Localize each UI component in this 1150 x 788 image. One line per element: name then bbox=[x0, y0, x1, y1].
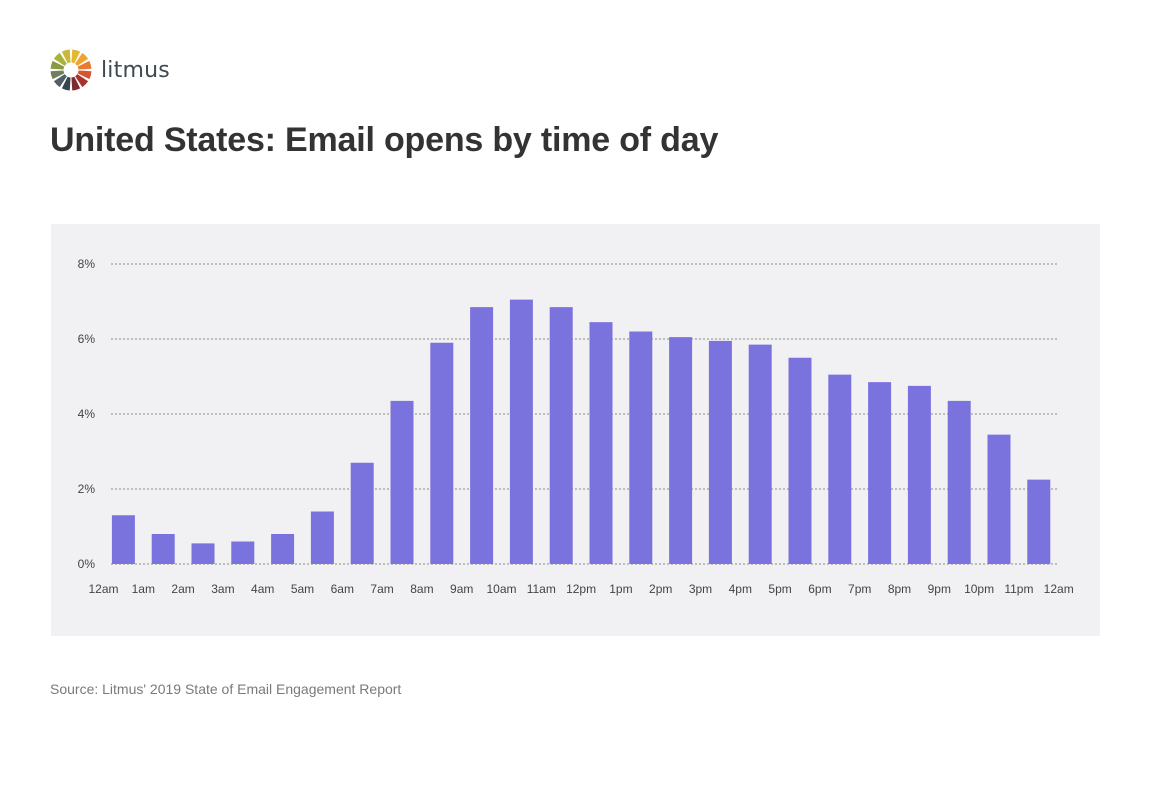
logo-wedge bbox=[77, 70, 92, 80]
x-tick-label: 11pm bbox=[1004, 582, 1033, 596]
logo-wedge bbox=[53, 74, 67, 88]
y-tick-label: 4% bbox=[78, 407, 96, 421]
x-tick-label: 12am bbox=[1044, 582, 1074, 596]
x-tick-label: 2am bbox=[171, 582, 194, 596]
bar bbox=[549, 307, 573, 565]
bar bbox=[151, 534, 175, 564]
bar bbox=[430, 342, 454, 564]
bar bbox=[868, 382, 892, 565]
x-tick-label: 3am bbox=[211, 582, 234, 596]
chart-panel: 0% 2% 4% 6% 8% 12am 1am 2am 3am 4am 5am 6am 7am 8am 9a… bbox=[51, 224, 1100, 636]
bar bbox=[390, 400, 414, 565]
logo-wedge bbox=[75, 74, 89, 88]
x-tick-label: 8am bbox=[410, 582, 433, 596]
bar bbox=[987, 434, 1011, 565]
logo-wedge bbox=[75, 52, 89, 66]
page-title: United States: Email opens by time of da… bbox=[50, 121, 719, 159]
x-tick-label: 7am bbox=[370, 582, 393, 596]
x-tick-label: 5pm bbox=[768, 582, 791, 596]
x-tick-label: 11am bbox=[527, 582, 556, 596]
bar bbox=[669, 337, 693, 565]
x-tick-label: 5am bbox=[291, 582, 314, 596]
litmus-logo-icon bbox=[50, 49, 92, 91]
x-tick-label: 1pm bbox=[609, 582, 632, 596]
litmus-logo: litmus bbox=[50, 49, 170, 91]
x-tick-label: 7pm bbox=[848, 582, 871, 596]
logo-wedge bbox=[50, 60, 65, 70]
x-tick-label: 3pm bbox=[689, 582, 712, 596]
bar bbox=[1027, 479, 1051, 565]
bar bbox=[828, 374, 852, 565]
x-tick-label: 12am bbox=[88, 582, 118, 596]
bar bbox=[629, 331, 653, 564]
bar bbox=[748, 344, 772, 565]
x-tick-label: 10am bbox=[486, 582, 516, 596]
logo-wedge bbox=[61, 49, 71, 64]
y-tick-label: 0% bbox=[78, 557, 96, 571]
bar bbox=[708, 340, 732, 565]
bar bbox=[231, 541, 255, 564]
bar bbox=[271, 534, 295, 564]
x-tick-label: 6am bbox=[331, 582, 354, 596]
bar-chart: 0% 2% 4% 6% 8% 12am 1am 2am 3am 4am 5am 6am 7am 8am 9a… bbox=[78, 257, 1074, 596]
logo-wedge bbox=[71, 76, 81, 91]
bar bbox=[788, 357, 812, 564]
bar bbox=[470, 307, 494, 565]
source-note: Source: Litmus' 2019 State of Email Enga… bbox=[50, 681, 402, 697]
x-tick-label: 12pm bbox=[566, 582, 596, 596]
bar bbox=[350, 462, 374, 564]
logo-wedge bbox=[53, 52, 67, 66]
x-tick-label: 4pm bbox=[729, 582, 752, 596]
x-tick-label: 9pm bbox=[928, 582, 951, 596]
bar bbox=[947, 400, 971, 565]
x-tick-label: 2pm bbox=[649, 582, 672, 596]
x-tick-label: 9am bbox=[450, 582, 473, 596]
x-tick-label: 6pm bbox=[808, 582, 831, 596]
bar bbox=[310, 511, 334, 564]
logo-text: litmus bbox=[101, 57, 170, 83]
x-tick-label: 10pm bbox=[964, 582, 994, 596]
logo-wedge bbox=[71, 49, 81, 64]
y-tick-label: 8% bbox=[78, 257, 96, 271]
x-tick-label: 1am bbox=[132, 582, 155, 596]
bar bbox=[111, 515, 135, 564]
bar bbox=[907, 385, 931, 565]
x-tick-label: 8pm bbox=[888, 582, 911, 596]
bar bbox=[191, 543, 215, 565]
y-tick-label: 6% bbox=[78, 332, 96, 346]
y-tick-label: 2% bbox=[78, 482, 96, 496]
logo-wedge bbox=[77, 60, 92, 70]
bar bbox=[509, 299, 533, 565]
x-tick-label: 4am bbox=[251, 582, 274, 596]
bar bbox=[589, 322, 613, 565]
logo-wedge bbox=[50, 70, 65, 80]
logo-wedge bbox=[61, 76, 71, 91]
